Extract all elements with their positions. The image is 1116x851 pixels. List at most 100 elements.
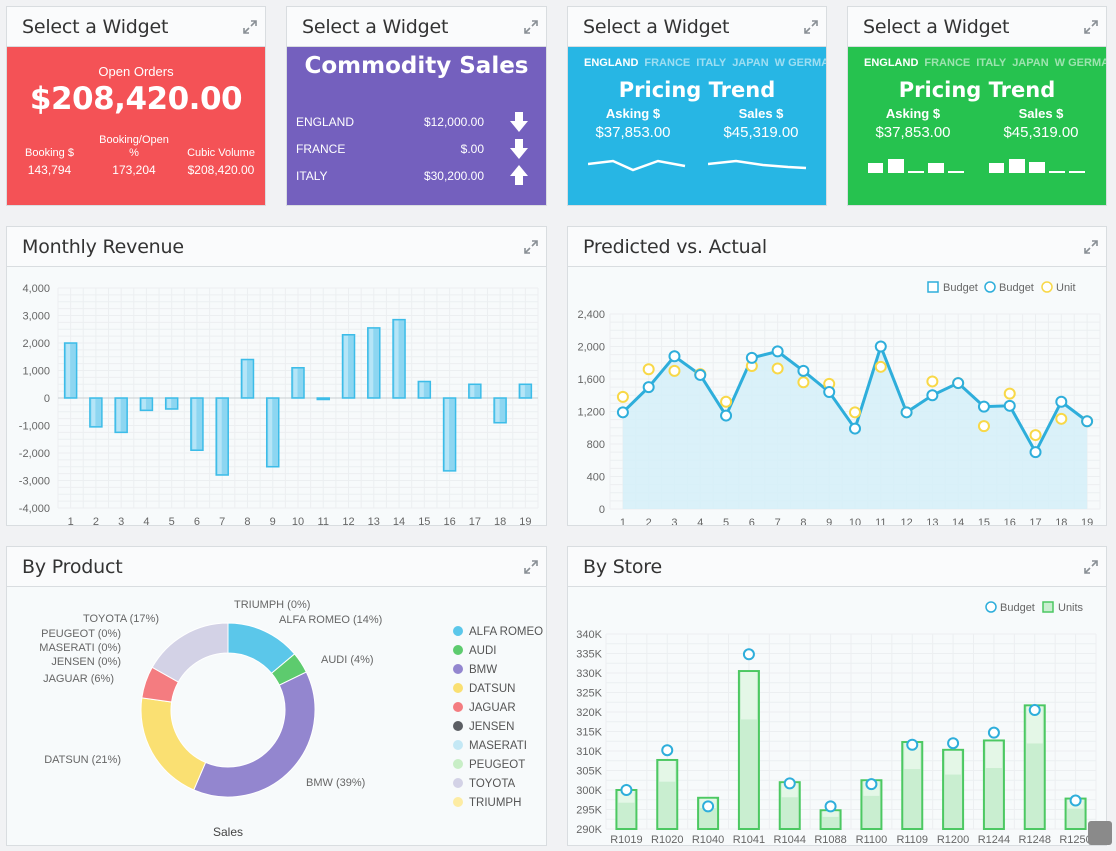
bar — [316, 397, 331, 401]
budget-point — [661, 744, 674, 757]
x-tick-label: R1109 — [896, 834, 928, 845]
x-tick-label: R1044 — [774, 834, 806, 845]
widget-title[interactable]: Select a Widget — [22, 16, 169, 38]
x-axis-label: Sales — [213, 825, 243, 839]
bar-highlight — [192, 399, 197, 450]
widget-pricing-trend-line: Select a Widget ENGLAND FRANCE ITALY JAPAN W… — [567, 6, 827, 206]
scroll-to-top-button[interactable] — [1088, 821, 1112, 845]
stat-label: Booking $ — [25, 147, 74, 159]
legend-dot — [453, 664, 463, 674]
widget-title[interactable]: Select a Widget — [302, 16, 449, 38]
legend-item[interactable]: TRIUMPH — [453, 797, 521, 809]
budget-point — [823, 386, 836, 398]
widget-title[interactable]: Select a Widget — [863, 16, 1010, 38]
tab-england[interactable]: ENGLAND — [864, 57, 919, 69]
expand-icon[interactable] — [804, 20, 818, 34]
y-tick-label: 2,000 — [22, 338, 50, 350]
legend-item[interactable]: DATSUN — [453, 683, 515, 695]
legend-dot — [453, 645, 463, 655]
budget-point — [694, 368, 707, 381]
y-tick-label: 315K — [576, 727, 602, 739]
budget-point — [620, 784, 633, 796]
tab-italy[interactable]: ITALY — [976, 57, 1007, 69]
unit-point — [720, 395, 733, 408]
tab-japan[interactable]: JAPAN — [1012, 57, 1049, 69]
legend-label: Budget — [999, 282, 1034, 294]
slice-label: DATSUN (21%) — [44, 754, 121, 766]
expand-icon[interactable] — [1084, 240, 1098, 254]
tab-italy[interactable]: ITALY — [696, 57, 727, 69]
x-tick-label: 11 — [318, 516, 329, 525]
stat-value: 173,204 — [112, 163, 156, 177]
expand-icon[interactable] — [524, 240, 538, 254]
sales-minibars — [989, 159, 1085, 173]
stat-label: Booking/Open% — [99, 134, 169, 159]
tab-w-germany[interactable]: W GERMA — [1054, 57, 1106, 69]
legend-marker — [985, 601, 997, 613]
legend-label: BMW — [469, 664, 498, 676]
sales-label: Sales $ — [1018, 106, 1064, 121]
arrow-up-icon — [509, 164, 529, 191]
legend-label: PEUGEOT — [469, 759, 526, 771]
expand-icon[interactable] — [1084, 20, 1098, 34]
legend-label: DATSUN — [469, 683, 516, 695]
unit-point — [668, 364, 681, 377]
budget-point — [900, 406, 913, 419]
open-orders-tile: Open Orders $208,420.00 Booking $ 143,79… — [7, 47, 265, 205]
y-tick-label: 0 — [44, 393, 50, 405]
tab-france[interactable]: FRANCE — [924, 57, 971, 69]
legend-label: Budget — [1000, 602, 1035, 614]
tab-w-germany[interactable]: W GERMA — [774, 57, 826, 69]
legend-marker — [927, 281, 939, 293]
slice-label: PEUGEOT (0%) — [41, 628, 121, 640]
x-tick-label: 2 — [93, 516, 99, 525]
tab-france[interactable]: FRANCE — [644, 57, 691, 69]
x-tick-label: R1040 — [692, 834, 724, 845]
legend-marker — [1041, 281, 1053, 293]
unit-point — [1029, 429, 1042, 442]
tile-title: Pricing Trend — [618, 78, 776, 102]
tab-japan[interactable]: JAPAN — [732, 57, 769, 69]
bar-highlight — [445, 399, 450, 470]
widget-title[interactable]: Select a Widget — [583, 16, 730, 38]
y-tick-label: -4,000 — [19, 503, 50, 515]
legend-item[interactable]: JENSEN — [453, 721, 514, 733]
legend-dot — [453, 702, 463, 712]
legend-item[interactable]: BMW — [453, 664, 497, 676]
predicted-vs-actual-panel: Predicted vs. Actual 2,400 2,000 1,600 1,20… — [567, 226, 1107, 526]
arrow-down-icon — [509, 111, 529, 138]
asking-value: $37,853.00 — [595, 124, 671, 141]
units-bar-highlight — [822, 811, 839, 817]
x-tick-label: R1200 — [937, 834, 969, 845]
legend-dot — [453, 626, 463, 636]
tab-england[interactable]: ENGLAND — [584, 57, 639, 69]
x-tick-label: 7 — [219, 516, 225, 525]
stat-value: 143,794 — [27, 163, 72, 177]
budget-point — [616, 406, 629, 419]
widget-open-orders: Select a Widget Open Orders $208,420.00 … — [6, 6, 266, 206]
bar-highlight — [344, 335, 349, 397]
legend-item[interactable]: PEUGEOT — [453, 759, 525, 771]
slice-label: TOYOTA (17%) — [83, 613, 159, 625]
legend-item[interactable]: JAGUAR — [453, 702, 516, 714]
x-tick-label: R1041 — [733, 834, 765, 845]
legend-item[interactable]: TOYOTA — [453, 778, 515, 790]
slice-label: BMW (39%) — [306, 777, 365, 789]
asking-sparkline — [588, 159, 686, 172]
widget-header: Select a Widget — [848, 7, 1106, 47]
legend-item[interactable]: AUDI — [453, 645, 496, 657]
slice-label: MASERATI (0%) — [39, 642, 121, 654]
y-tick-label: 320K — [576, 707, 602, 719]
panel-title: By Product — [22, 556, 123, 578]
legend-label: AUDI — [469, 645, 497, 657]
legend-item[interactable]: MASERATI — [453, 740, 527, 752]
expand-icon[interactable] — [524, 560, 538, 574]
bar-highlight — [116, 399, 121, 432]
panel-header: By Product — [7, 547, 546, 587]
x-tick-label: 5 — [169, 516, 175, 525]
bar-highlight — [141, 399, 146, 410]
expand-icon[interactable] — [524, 20, 538, 34]
expand-icon[interactable] — [243, 20, 257, 34]
expand-icon[interactable] — [1084, 560, 1098, 574]
legend-item[interactable]: ALFA ROMEO — [453, 626, 543, 638]
